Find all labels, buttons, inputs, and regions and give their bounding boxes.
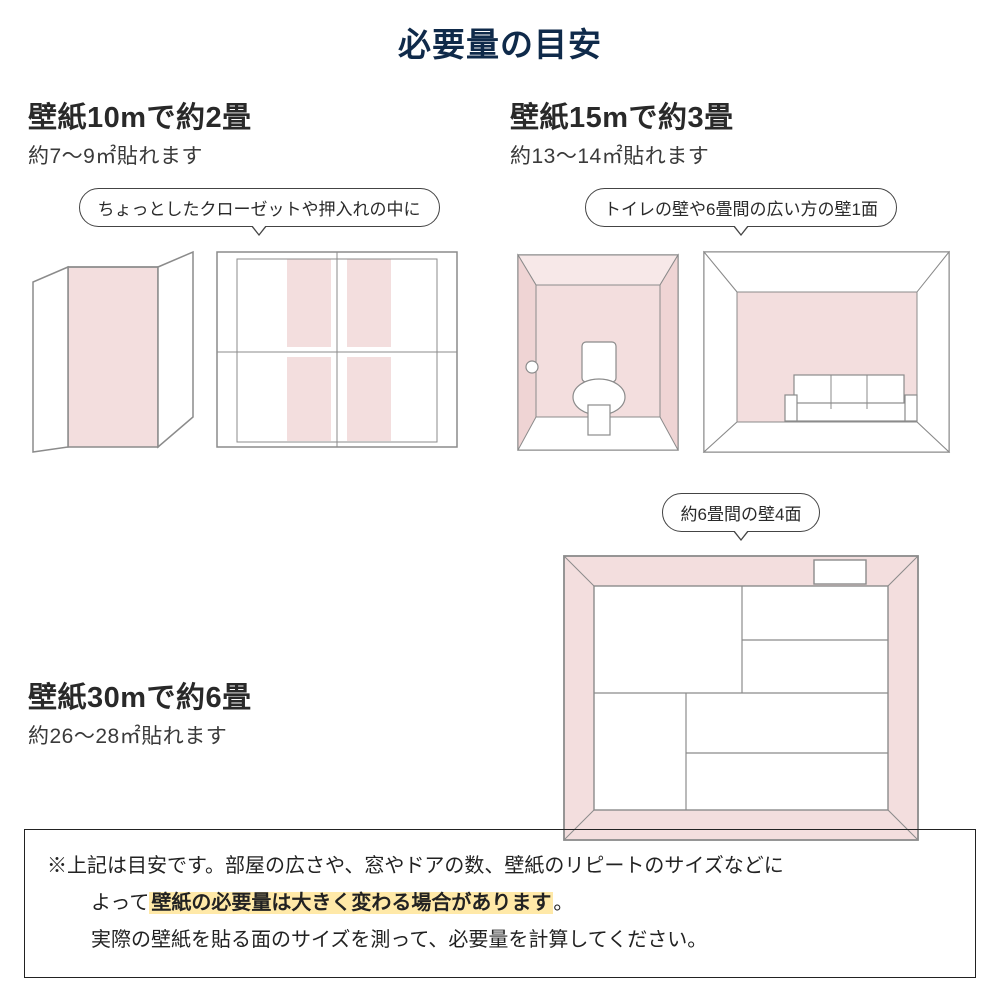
note-highlight: 壁紙の必要量は大きく変わる場合があります xyxy=(149,892,553,914)
sub-15m: 約13〜14㎡貼れます xyxy=(510,140,972,170)
living-room-icon xyxy=(699,247,954,457)
heading-15m: 壁紙15mで約3畳 xyxy=(510,94,972,136)
top-row: 壁紙10mで約2畳 約7〜9㎡貼れます ちょっとしたクローゼットや押入れの中に xyxy=(28,94,972,457)
note-line-1: ※上記は目安です。部屋の広さや、窓やドアの数、壁紙のリピートのサイズなどに xyxy=(47,848,953,885)
illust-10m xyxy=(28,247,490,457)
bubble-15m: トイレの壁や6畳間の広い方の壁1面 xyxy=(585,188,897,227)
illust-15m xyxy=(510,247,972,457)
block-15m: 壁紙15mで約3畳 約13〜14㎡貼れます トイレの壁や6畳間の広い方の壁1面 xyxy=(510,94,972,457)
heading-10m: 壁紙10mで約2畳 xyxy=(28,94,490,136)
bottom-row: 壁紙30mで約6畳 約26〜28㎡貼れます 約6畳間の壁4面 xyxy=(28,475,972,848)
note-box: ※上記は目安です。部屋の広さや、窓やドアの数、壁紙のリピートのサイズなどに よっ… xyxy=(24,829,976,978)
toilet-room-icon xyxy=(510,247,685,457)
bubble-30m: 約6畳間の壁4面 xyxy=(662,493,821,532)
block-10m: 壁紙10mで約2畳 約7〜9㎡貼れます ちょっとしたクローゼットや押入れの中に xyxy=(28,94,490,457)
note-l3: 実際の壁紙を貼る面のサイズを測って、必要量を計算してください。 xyxy=(91,929,707,951)
note-l2c: 。 xyxy=(553,892,573,914)
note-l2a: よって xyxy=(91,892,149,914)
block-30m-illust: 約6畳間の壁4面 xyxy=(510,475,972,848)
block-30m: 壁紙30mで約6畳 約26〜28㎡貼れます xyxy=(28,574,490,750)
note-line-3: 実際の壁紙を貼る面のサイズを測って、必要量を計算してください。 xyxy=(47,922,953,959)
sub-30m: 約26〜28㎡貼れます xyxy=(28,720,490,750)
floor-plan-icon xyxy=(556,548,926,848)
closet-icon xyxy=(28,247,198,457)
sliding-closet-icon xyxy=(212,247,462,457)
bubble-10m: ちょっとしたクローゼットや押入れの中に xyxy=(79,188,440,227)
sub-10m: 約7〜9㎡貼れます xyxy=(28,140,490,170)
note-line-2: よって壁紙の必要量は大きく変わる場合があります。 xyxy=(47,885,953,922)
page-title: 必要量の目安 xyxy=(28,18,972,66)
heading-30m: 壁紙30mで約6畳 xyxy=(28,674,490,716)
